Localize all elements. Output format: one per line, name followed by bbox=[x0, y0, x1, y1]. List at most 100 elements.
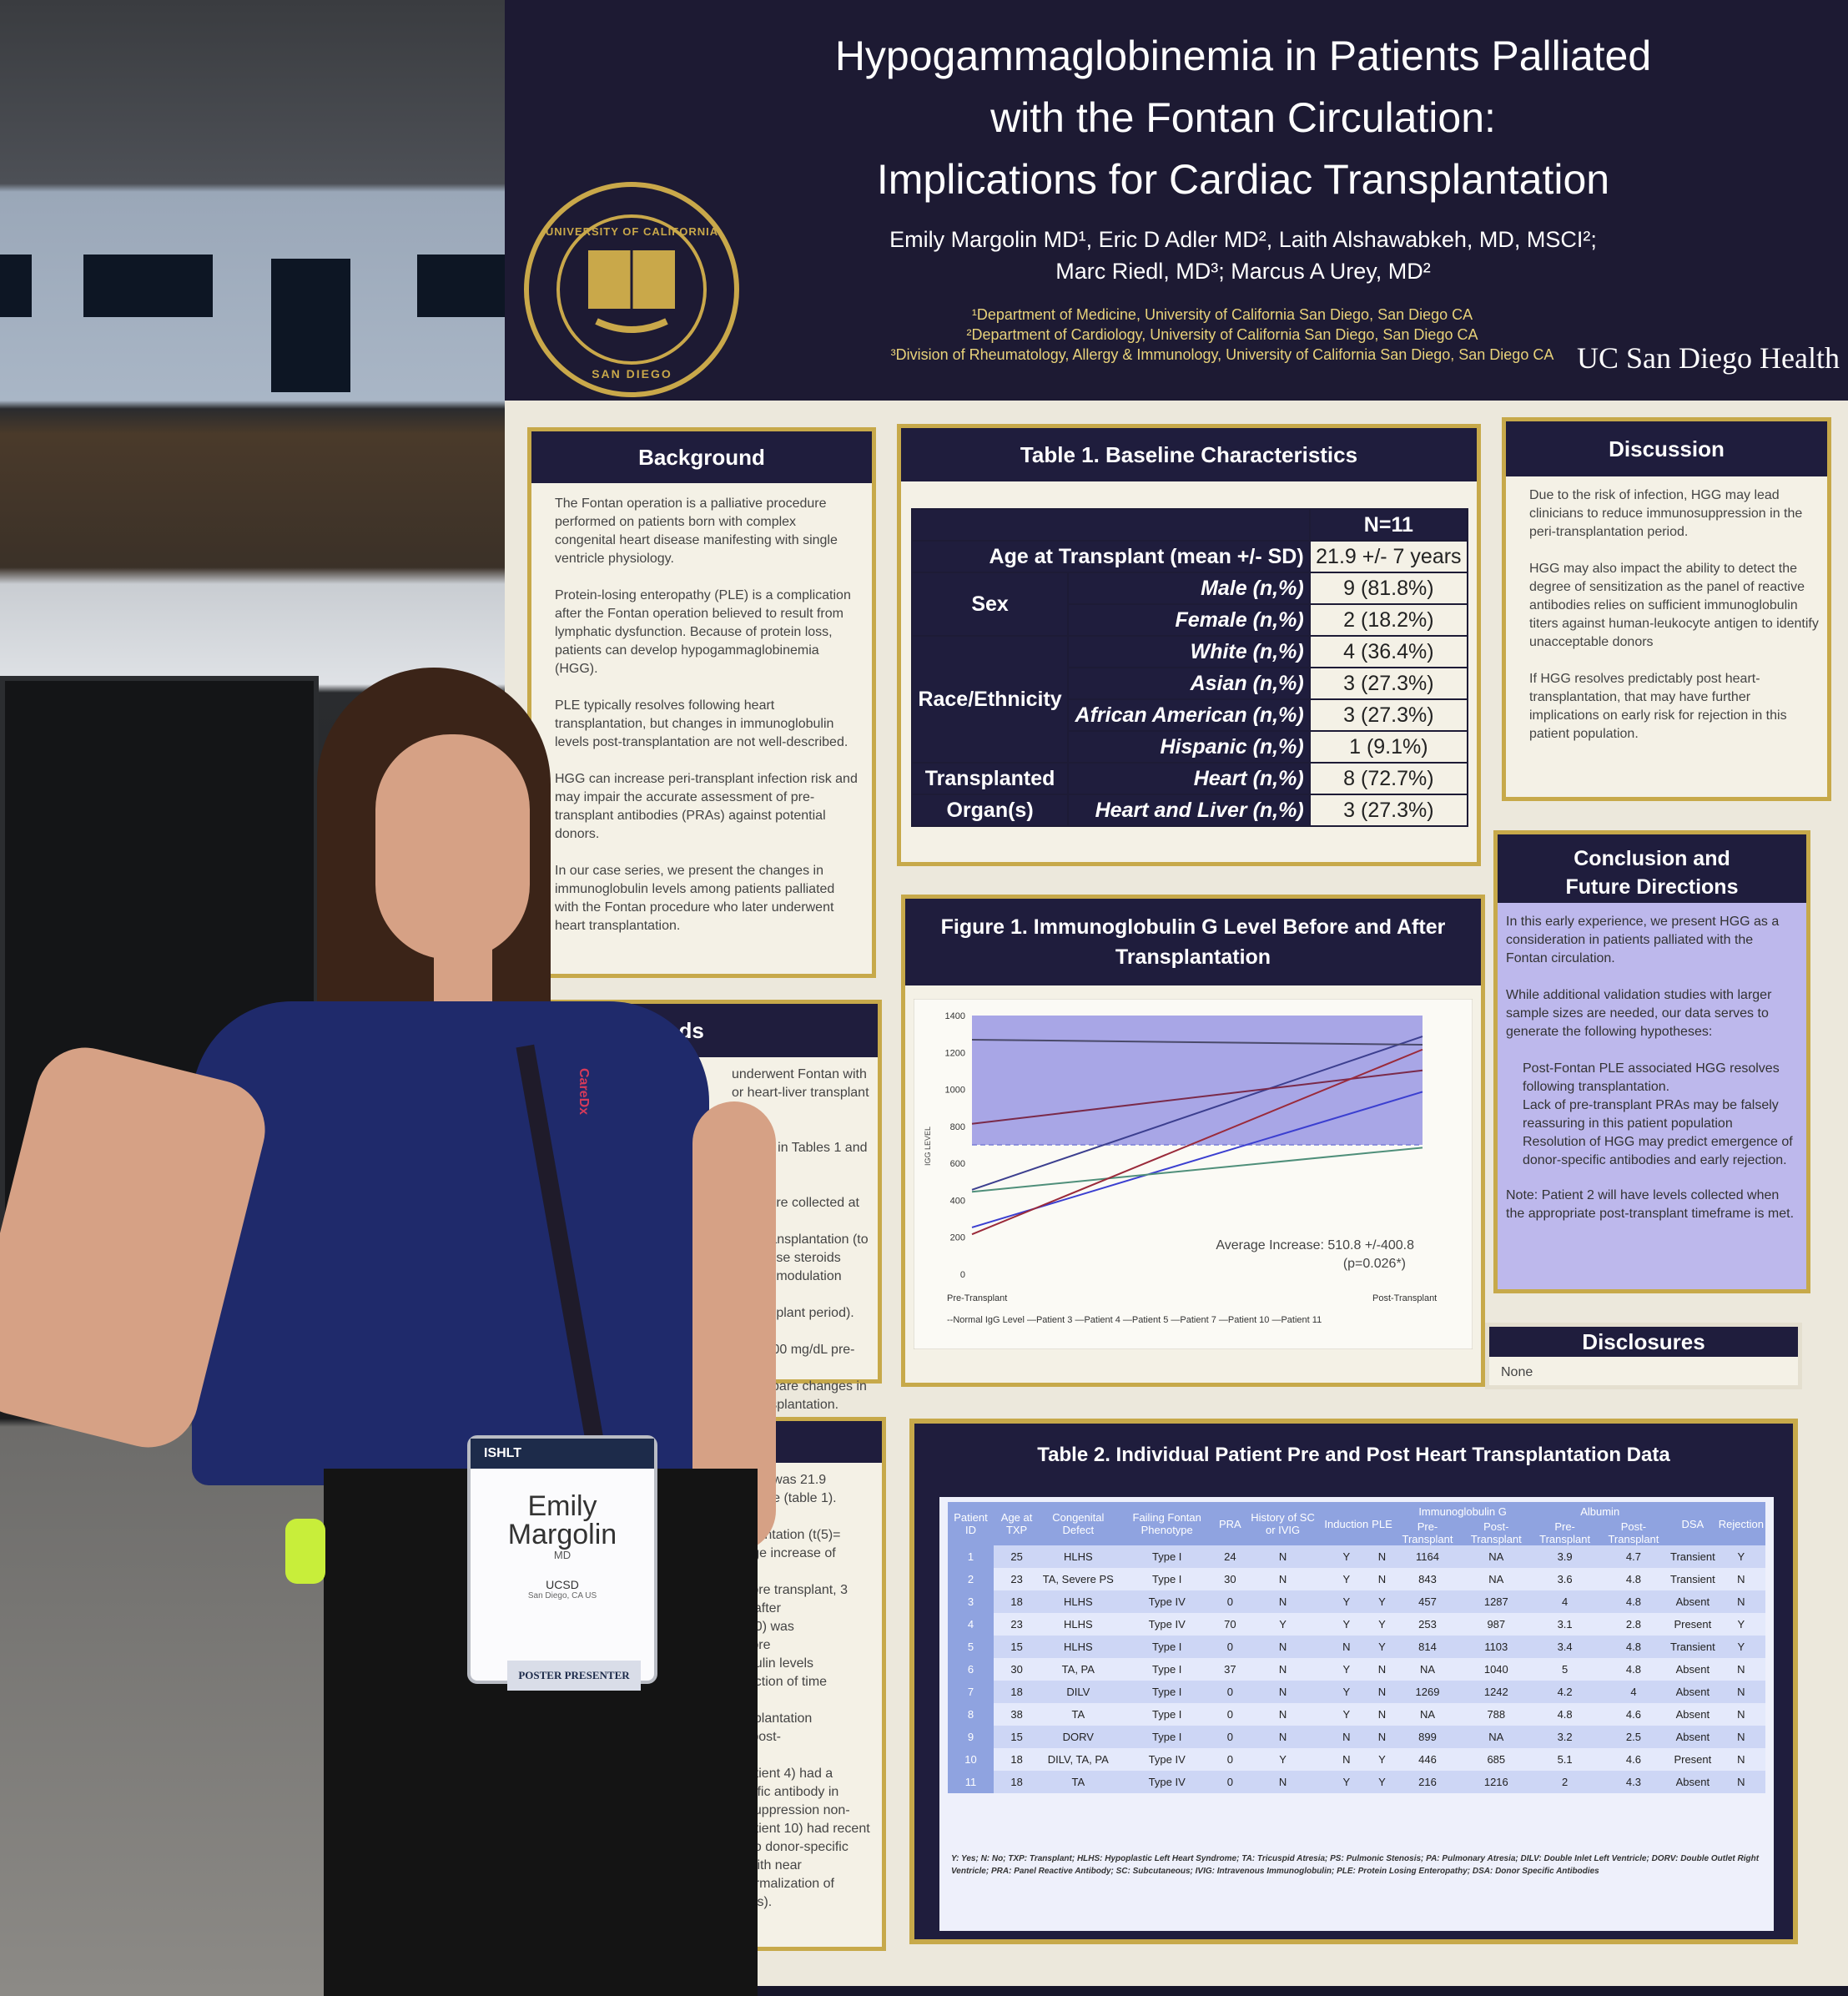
table-cell: 15 bbox=[993, 1636, 1040, 1658]
background-paragraph: The Fontan operation is a palliative pro… bbox=[555, 496, 838, 566]
patient-id-cell: 8 bbox=[948, 1703, 994, 1726]
table-cell: 37 bbox=[1217, 1658, 1243, 1681]
table-cell: 4 bbox=[1598, 1681, 1669, 1703]
conclusion-bullet: Resolution of HGG may predict emergence … bbox=[1523, 1135, 1793, 1167]
heart-label: Heart (n,%) bbox=[1067, 762, 1311, 795]
badge-name: Margolin bbox=[507, 1519, 617, 1550]
table-cell: 1242 bbox=[1461, 1681, 1532, 1703]
table-cell: Y bbox=[1716, 1636, 1765, 1658]
table-cell: 2.5 bbox=[1598, 1726, 1669, 1748]
table-cell: Y bbox=[1370, 1748, 1394, 1771]
table-cell: Type I bbox=[1116, 1726, 1217, 1748]
table-cell: 18 bbox=[993, 1590, 1040, 1613]
baseline-table: N=11 Age at Transplant (mean +/- SD) 21.9… bbox=[910, 508, 1469, 827]
table-cell: 25 bbox=[993, 1545, 1040, 1568]
conclusion-bullet: Lack of pre-transplant PRAs may be false… bbox=[1523, 1098, 1779, 1131]
table-cell: 2.8 bbox=[1598, 1613, 1669, 1636]
asian-label: Asian (n,%) bbox=[1067, 667, 1311, 700]
table-cell: 18 bbox=[993, 1748, 1040, 1771]
heart-value: 8 (72.7%) bbox=[1308, 762, 1469, 795]
table-cell: 38 bbox=[993, 1703, 1040, 1726]
title-line: Hypogammaglobinemia in Patients Palliate… bbox=[834, 33, 1652, 79]
x-tick-post: Post-Transplant bbox=[1372, 1293, 1437, 1303]
female-label: Female (n,%) bbox=[1067, 603, 1311, 637]
y-tick-label: 1000 bbox=[945, 1086, 965, 1096]
lanyard-text: CareDx bbox=[577, 1068, 591, 1116]
disclosures-panel: Disclosures None bbox=[1485, 1323, 1802, 1389]
table2-panel: Table 2. Individual Patient Pre and Post… bbox=[909, 1419, 1798, 1944]
table-cell: DILV, TA, PA bbox=[1040, 1748, 1117, 1771]
results-text: patient 10) had recent bbox=[740, 1822, 870, 1836]
table-cell: Transient bbox=[1669, 1636, 1717, 1658]
hispanic-value: 1 (9.1%) bbox=[1308, 730, 1469, 764]
table2-box: Patient ID Age at TXP Congenital Defect Fai… bbox=[939, 1497, 1774, 1931]
table-cell: N bbox=[1370, 1726, 1394, 1748]
table-cell: Y bbox=[1322, 1771, 1371, 1793]
y-tick-label: 1400 bbox=[945, 1011, 965, 1021]
results-text: G after bbox=[740, 1601, 781, 1615]
table-cell: N bbox=[1716, 1703, 1765, 1726]
discussion-panel: Discussion Due to the risk of infection,… bbox=[1502, 417, 1831, 801]
venue-window bbox=[417, 255, 505, 317]
table-row: 4 23 HLHS Type IV 70 Y Y Y 253 987 3.1 2.8 Present Y bbox=[948, 1613, 1765, 1636]
table-cell: N bbox=[1716, 1726, 1765, 1748]
table-cell: 1269 bbox=[1393, 1681, 1462, 1703]
results-text: efore transplant, 3 bbox=[740, 1583, 848, 1597]
y-axis-label: IGG LEVEL bbox=[924, 1127, 932, 1166]
results-text: obulin levels bbox=[740, 1656, 814, 1671]
results-text: ovo donor-specific bbox=[740, 1840, 848, 1854]
background-paragraph: In our case series, we present the chang… bbox=[555, 864, 835, 933]
name-badge: ISHLT Emily Margolin MD UCSD San Diego, … bbox=[467, 1435, 657, 1684]
table-cell: Type I bbox=[1116, 1703, 1217, 1726]
conclusion-heading-line: Future Directions bbox=[1565, 875, 1739, 899]
table2-col-header: Congenital Defect bbox=[1040, 1502, 1117, 1545]
white-value: 4 (36.4%) bbox=[1308, 635, 1469, 668]
series-line-patient-7 bbox=[971, 1039, 1423, 1046]
table-cell: 987 bbox=[1461, 1613, 1532, 1636]
table-cell: 4.8 bbox=[1598, 1658, 1669, 1681]
conclusion-lead: While additional validation studies with… bbox=[1506, 988, 1772, 1039]
y-tick-label: 800 bbox=[950, 1122, 965, 1132]
table-cell: 4.6 bbox=[1598, 1703, 1669, 1726]
table-cell: 4.8 bbox=[1598, 1568, 1669, 1590]
table-cell: NA bbox=[1393, 1703, 1462, 1726]
table-row: 10 18 DILV, TA, PA Type IV 0 Y N Y 446 685 5.1 4.6 P… bbox=[948, 1748, 1765, 1771]
table-cell: 0 bbox=[1217, 1771, 1243, 1793]
table2-group-header: Albumin bbox=[1531, 1502, 1669, 1520]
table-cell: HLHS bbox=[1040, 1613, 1117, 1636]
race-label: Race/Ethnicity bbox=[910, 635, 1070, 764]
table-cell: N bbox=[1370, 1545, 1394, 1568]
table-cell: Type I bbox=[1116, 1681, 1217, 1703]
table-cell: Y bbox=[1322, 1703, 1371, 1726]
table-cell: N bbox=[1322, 1726, 1371, 1748]
table-cell: Y bbox=[1322, 1658, 1371, 1681]
badge-name: Emily bbox=[527, 1490, 597, 1522]
title-line: with the Fontan Circulation: bbox=[990, 94, 1496, 141]
hispanic-label: Hispanic (n,%) bbox=[1067, 730, 1311, 764]
table-cell: 4.3 bbox=[1598, 1771, 1669, 1793]
patient-id-cell: 10 bbox=[948, 1748, 994, 1771]
table-cell: Y bbox=[1242, 1748, 1323, 1771]
table-row: 5 15 HLHS Type I 0 N N Y 814 1103 3.4 4.8 Transient Y bbox=[948, 1636, 1765, 1658]
table-cell: 3.1 bbox=[1531, 1613, 1599, 1636]
table-cell: Y bbox=[1370, 1771, 1394, 1793]
table-row: 6 30 TA, PA Type I 37 N Y N NA 1040 5 4.8 Absent N bbox=[948, 1658, 1765, 1681]
table-cell: N bbox=[1716, 1658, 1765, 1681]
table-cell: N bbox=[1716, 1771, 1765, 1793]
disclosures-text: None bbox=[1501, 1365, 1533, 1379]
table-cell: N bbox=[1370, 1703, 1394, 1726]
table-cell: Absent bbox=[1669, 1726, 1717, 1748]
table-cell: Type IV bbox=[1116, 1771, 1217, 1793]
asian-value: 3 (27.3%) bbox=[1308, 667, 1469, 700]
table-row: 2 23 TA, Severe PS Type I 30 N Y N 843 NA 3.6 4.8 Tr… bbox=[948, 1568, 1765, 1590]
table-cell: N bbox=[1370, 1658, 1394, 1681]
table-cell: Y bbox=[1322, 1681, 1371, 1703]
table-cell: Present bbox=[1669, 1613, 1717, 1636]
table-row: 3 18 HLHS Type IV 0 N Y Y 457 1287 4 4.8 Absent N bbox=[948, 1590, 1765, 1613]
results-text: rage increase of bbox=[740, 1546, 836, 1560]
table-cell: NA bbox=[1461, 1568, 1532, 1590]
n-label: N=11 bbox=[1308, 508, 1469, 542]
table2-col-header: Pre-Transplant bbox=[1393, 1520, 1462, 1545]
series-line-patient-10 bbox=[971, 1147, 1423, 1193]
table-cell: Y bbox=[1322, 1545, 1371, 1568]
